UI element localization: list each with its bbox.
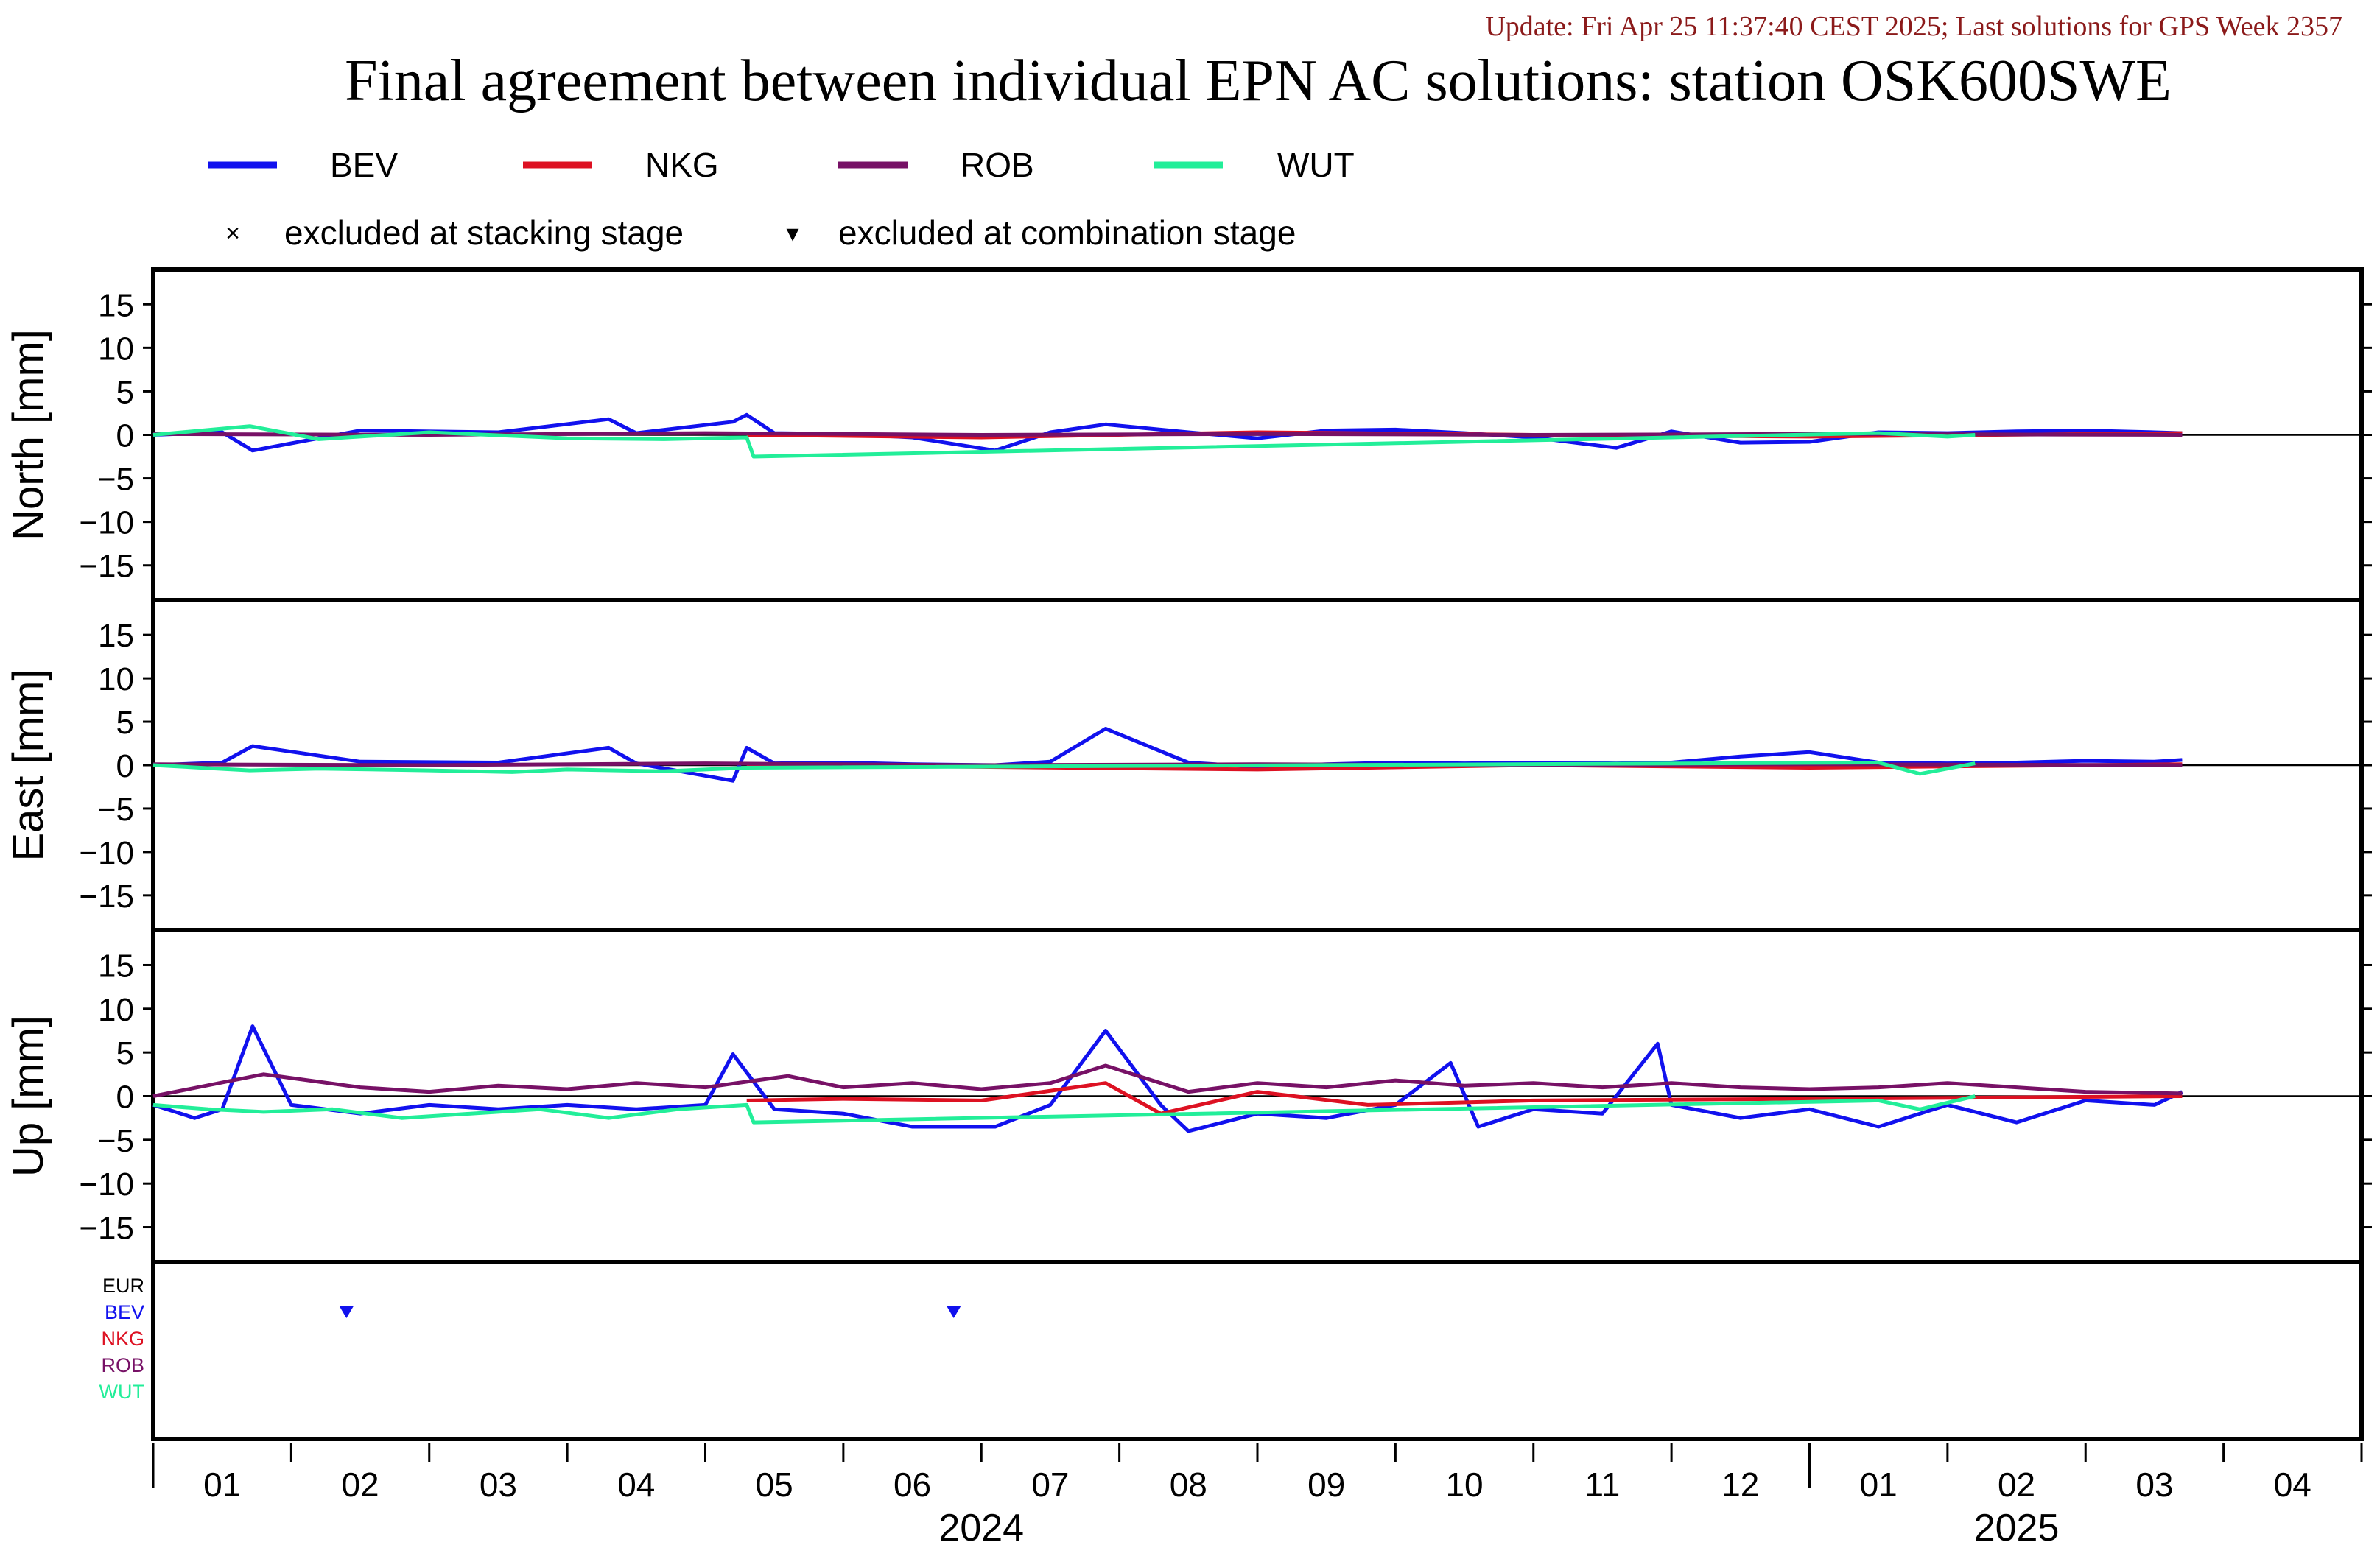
- exclusion-marker-bev: [339, 1306, 354, 1318]
- legend-label-bev: BEV: [330, 146, 398, 184]
- x-month-label: 04: [617, 1465, 655, 1504]
- exclusion-row-label-bev: BEV: [105, 1301, 144, 1323]
- series-line-nkg-up: [746, 1081, 2183, 1116]
- y-tick-label: −5: [97, 462, 134, 498]
- series-line-rob-up: [152, 1063, 2183, 1098]
- y-tick-label: −5: [97, 792, 134, 828]
- y-tick-label: −10: [79, 835, 134, 871]
- series-line-wut-up: [152, 1094, 1976, 1125]
- y-axis-label-east: East [mm]: [4, 669, 52, 861]
- legend-excluded-combination: excluded at combination stage: [838, 214, 1296, 252]
- y-tick-label: 15: [98, 618, 134, 654]
- x-month-label: 12: [1721, 1465, 1759, 1504]
- legend-label-wut: WUT: [1277, 146, 1355, 184]
- exclusion-marker-bev: [946, 1306, 961, 1318]
- legend-marker-combination: ▾: [786, 219, 798, 247]
- y-tick-label: −15: [79, 879, 134, 915]
- legend-label-rob: ROB: [961, 146, 1034, 184]
- x-month-label: 06: [894, 1465, 931, 1504]
- exclusion-row-label-eur: EUR: [102, 1275, 144, 1297]
- panel-east: 15 10 5 0 −5 −10 −15 East [mm]: [4, 598, 2372, 932]
- series-line-bev-east: [152, 727, 2183, 783]
- x-month-label: 03: [480, 1465, 517, 1504]
- x-year-label: 2024: [938, 1507, 1024, 1545]
- y-tick-label: −15: [79, 1211, 134, 1247]
- panel-frame-exclusions: [151, 1260, 2364, 1441]
- y-tick-label: 5: [116, 705, 134, 741]
- y-tick-label: 10: [98, 992, 134, 1028]
- x-month-label: 01: [203, 1465, 241, 1504]
- legend-marker-stacking: ×: [225, 219, 240, 247]
- x-month-label: 09: [1307, 1465, 1345, 1504]
- chart-title: Final agreement between individual EPN A…: [345, 49, 2172, 113]
- x-month-label: 05: [756, 1465, 793, 1504]
- y-tick-label: −10: [79, 1166, 134, 1203]
- y-tick-label: 0: [116, 418, 134, 454]
- legend: BEV NKG ROB WUT × excluded at stacking s…: [208, 146, 1355, 252]
- update-text: Update: Fri Apr 25 11:37:40 CEST 2025; L…: [1485, 11, 2342, 42]
- exclusion-row-label-rob: ROB: [101, 1354, 144, 1376]
- exclusion-row-label-wut: WUT: [99, 1381, 144, 1403]
- y-tick-label: 15: [98, 948, 134, 984]
- y-axis-label-north: North [mm]: [4, 329, 52, 541]
- y-tick-label: 0: [116, 748, 134, 784]
- x-month-label: 07: [1031, 1465, 1069, 1504]
- y-tick-label: −5: [97, 1123, 134, 1159]
- y-tick-label: −10: [79, 505, 134, 541]
- x-month-label: 11: [1585, 1465, 1621, 1504]
- legend-excluded-stacking: excluded at stacking stage: [284, 214, 684, 252]
- x-month-label: 03: [2135, 1465, 2173, 1504]
- panel-up: 15 10 5 0 −5 −10 −15 Up [mm]: [4, 928, 2372, 1264]
- series-line-wut-east: [152, 761, 1976, 776]
- series-line-bev-up: [152, 1024, 2183, 1133]
- y-axis-label-up: Up [mm]: [4, 1016, 52, 1177]
- legend-label-nkg: NKG: [645, 146, 719, 184]
- y-tick-label: 5: [116, 374, 134, 410]
- y-tick-label: 5: [116, 1035, 134, 1071]
- x-year-label: 2025: [1974, 1507, 2060, 1545]
- y-tick-label: −15: [79, 549, 134, 585]
- panel-exclusions: EUR BEV NKG ROB WUT: [99, 1260, 2364, 1441]
- x-month-label: 02: [1998, 1465, 2035, 1504]
- panel-north: 15 10 5 0 −5 −10 −15 North [mm]: [4, 267, 2372, 602]
- x-month-label: 04: [2274, 1465, 2311, 1504]
- exclusion-row-label-nkg: NKG: [101, 1328, 144, 1350]
- y-tick-label: 15: [98, 287, 134, 323]
- y-tick-label: 10: [98, 331, 134, 367]
- x-month-label: 10: [1445, 1465, 1483, 1504]
- y-tick-label: 10: [98, 661, 134, 697]
- series-line-wut-north: [152, 424, 1976, 459]
- y-tick-label: 0: [116, 1080, 134, 1116]
- x-month-label: 02: [341, 1465, 379, 1504]
- x-month-label: 08: [1170, 1465, 1207, 1504]
- x-month-label: 01: [1860, 1465, 1898, 1504]
